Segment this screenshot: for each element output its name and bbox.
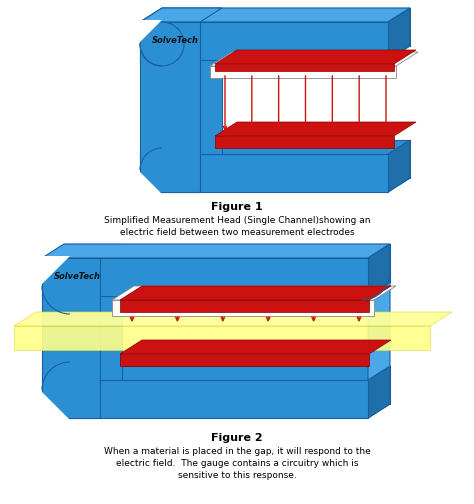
- Text: electric field.  The gauge contains a circuitry which is: electric field. The gauge contains a cir…: [116, 459, 358, 468]
- Text: SolveTech: SolveTech: [54, 272, 101, 281]
- Polygon shape: [215, 50, 416, 64]
- Text: SolveTech: SolveTech: [152, 36, 199, 45]
- Text: Figure 2: Figure 2: [211, 433, 263, 443]
- Polygon shape: [40, 390, 70, 420]
- Polygon shape: [64, 244, 390, 282]
- Polygon shape: [42, 404, 390, 418]
- Polygon shape: [14, 312, 452, 326]
- Polygon shape: [120, 286, 391, 300]
- Text: Simplified Measurement Head (Single Channel)showing an: Simplified Measurement Head (Single Chan…: [104, 216, 370, 225]
- Polygon shape: [368, 282, 390, 380]
- Polygon shape: [215, 136, 394, 148]
- Polygon shape: [138, 20, 162, 44]
- Polygon shape: [140, 178, 410, 192]
- Polygon shape: [210, 52, 418, 66]
- Text: Figure 1: Figure 1: [211, 202, 263, 212]
- Polygon shape: [42, 380, 368, 418]
- Polygon shape: [210, 66, 396, 78]
- Polygon shape: [162, 8, 222, 178]
- Polygon shape: [138, 170, 162, 194]
- Polygon shape: [140, 22, 200, 192]
- Polygon shape: [368, 244, 390, 296]
- Polygon shape: [140, 8, 410, 22]
- Circle shape: [140, 22, 184, 66]
- Polygon shape: [140, 8, 222, 22]
- Polygon shape: [120, 340, 391, 354]
- Polygon shape: [64, 244, 122, 404]
- Polygon shape: [140, 154, 388, 192]
- Polygon shape: [388, 8, 410, 60]
- Polygon shape: [388, 140, 410, 192]
- Polygon shape: [120, 354, 369, 366]
- Polygon shape: [40, 256, 70, 286]
- Polygon shape: [162, 8, 410, 46]
- Text: electric field between two measurement electrodes: electric field between two measurement e…: [120, 228, 354, 237]
- Polygon shape: [14, 326, 430, 350]
- Polygon shape: [140, 22, 388, 60]
- Polygon shape: [162, 140, 410, 178]
- Polygon shape: [120, 300, 369, 312]
- Text: When a material is placed in the gap, it will respond to the: When a material is placed in the gap, it…: [104, 447, 370, 456]
- Polygon shape: [215, 122, 416, 136]
- Text: sensitive to this response.: sensitive to this response.: [178, 471, 296, 480]
- Polygon shape: [112, 300, 374, 316]
- Polygon shape: [64, 366, 390, 404]
- Polygon shape: [42, 244, 390, 258]
- Polygon shape: [42, 258, 100, 418]
- Polygon shape: [368, 366, 390, 418]
- Polygon shape: [42, 258, 368, 296]
- Polygon shape: [215, 64, 394, 71]
- Polygon shape: [112, 286, 396, 300]
